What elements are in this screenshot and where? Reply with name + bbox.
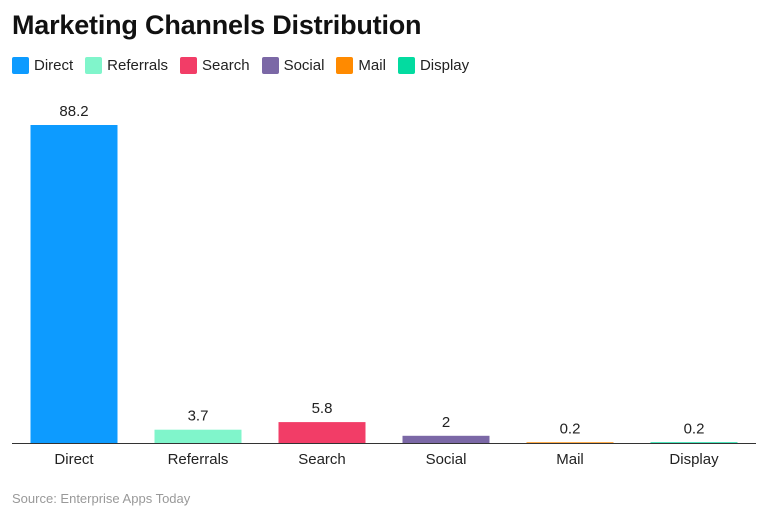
- x-tick-display: Display: [669, 451, 719, 468]
- legend-swatch-direct: [12, 57, 29, 74]
- bar-social[interactable]: [402, 435, 490, 443]
- bar-display[interactable]: [650, 442, 738, 443]
- value-label-search: 5.8: [312, 400, 333, 417]
- legend-swatch-referrals: [85, 57, 103, 74]
- legend-label-direct: Direct: [34, 57, 74, 74]
- value-label-display: 0.2: [684, 420, 705, 437]
- legend-label-mail: Mail: [358, 57, 386, 74]
- bar-mail[interactable]: [526, 442, 614, 443]
- chart-title: Marketing Channels Distribution: [12, 10, 422, 40]
- legend-label-social: Social: [283, 57, 325, 74]
- legend-item-search[interactable]: Search: [180, 57, 250, 74]
- legend-swatch-search: [180, 57, 198, 74]
- x-tick-search: Search: [298, 451, 346, 468]
- value-label-social: 2: [442, 414, 450, 431]
- bar-direct[interactable]: [30, 125, 118, 443]
- legend-label-search: Search: [202, 57, 250, 74]
- value-label-direct: 88.2: [59, 103, 88, 120]
- legend-item-display[interactable]: Display: [397, 57, 470, 74]
- x-tick-direct: Direct: [54, 451, 94, 468]
- bar-referrals[interactable]: [154, 429, 242, 443]
- legend-swatch-mail: [336, 57, 354, 74]
- legend-item-social[interactable]: Social: [261, 57, 325, 74]
- legend-label-display: Display: [419, 57, 470, 74]
- x-tick-mail: Mail: [556, 451, 584, 468]
- legend-item-direct[interactable]: Direct: [12, 57, 73, 74]
- value-label-referrals: 3.7: [188, 408, 209, 425]
- bar-search[interactable]: [278, 422, 366, 443]
- legend-label-referrals: Referrals: [107, 57, 169, 74]
- x-tick-social: Social: [426, 451, 467, 468]
- legend-item-referrals[interactable]: Referrals: [85, 57, 168, 74]
- legend-item-mail[interactable]: Mail: [336, 57, 386, 74]
- value-label-mail: 0.2: [560, 420, 581, 437]
- chart-legend: Direct Referrals Search Social Mail Disp…: [12, 57, 481, 74]
- source-note: Source: Enterprise Apps Today: [12, 491, 191, 506]
- legend-swatch-social: [261, 57, 279, 74]
- legend-swatch-display: [397, 57, 415, 74]
- x-tick-referrals: Referrals: [168, 451, 229, 468]
